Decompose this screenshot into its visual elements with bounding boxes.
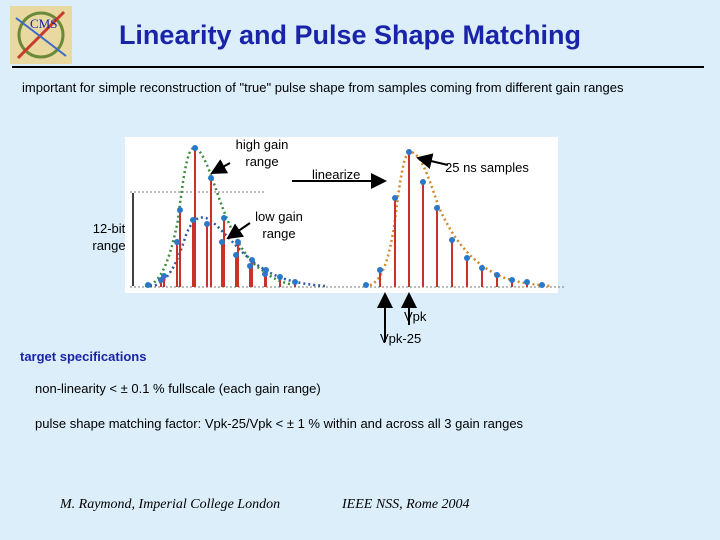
sample-dot xyxy=(434,205,440,211)
sample-dot xyxy=(420,179,426,185)
sample-dot xyxy=(449,237,455,243)
sample-dot xyxy=(174,239,180,245)
specs-title: target specifications xyxy=(20,349,147,364)
cms-logo: CMS xyxy=(10,6,72,64)
sample-dot xyxy=(219,239,225,245)
sample-dot xyxy=(509,277,515,283)
linearize-label: linearize xyxy=(312,167,360,182)
sample-dot xyxy=(247,263,253,269)
sample-dot xyxy=(262,271,268,277)
high-gain-label-line2: range xyxy=(245,154,278,169)
low-gain-label-line2: range xyxy=(262,226,295,241)
sample-dot xyxy=(204,221,210,227)
low-gain-arrow xyxy=(226,222,251,240)
vpk-label: Vpk xyxy=(404,309,427,324)
sample-dot xyxy=(277,274,283,280)
footer-author: M. Raymond, Imperial College London xyxy=(60,497,281,512)
bit-range-label-line1: 12-bit xyxy=(93,221,126,236)
sample-dot xyxy=(208,175,214,181)
sample-dot xyxy=(145,282,151,288)
sample-dot xyxy=(190,217,196,223)
low-gain-label-line1: low gain xyxy=(255,209,303,224)
sample-markers xyxy=(145,145,545,288)
sample-dot xyxy=(539,282,545,288)
high-gain-curve xyxy=(144,146,291,288)
high-gain-label-line1: high gain xyxy=(236,137,289,152)
sample-dot xyxy=(363,282,369,288)
samples-label: 25 ns samples xyxy=(445,160,529,175)
sample-dot xyxy=(233,252,239,258)
sample-dot xyxy=(464,255,470,261)
title-divider xyxy=(12,66,704,68)
sample-dot xyxy=(177,207,183,213)
sample-dot xyxy=(377,267,383,273)
footer-conference: IEEE NSS, Rome 2004 xyxy=(342,497,470,512)
sample-dot xyxy=(192,145,198,151)
spec-nonlinearity: non-linearity < ± 0.1 % fullscale (each … xyxy=(35,381,321,396)
page-subtitle: important for simple reconstruction of "… xyxy=(22,80,624,95)
sample-dot xyxy=(406,149,412,155)
samples-arrow xyxy=(416,153,449,169)
sample-dot xyxy=(249,257,255,263)
plot-panel xyxy=(125,137,558,293)
sample-dot xyxy=(235,239,241,245)
page-title: Linearity and Pulse Shape Matching xyxy=(118,20,582,50)
sample-dot xyxy=(479,265,485,271)
spec-pulse-matching: pulse shape matching factor: Vpk-25/Vpk … xyxy=(35,416,524,431)
sample-dot xyxy=(158,277,164,283)
pulse-shape-diagram: high gain range low gain range 12-bit ra… xyxy=(92,137,565,346)
sample-dot xyxy=(524,279,530,285)
sample-dot xyxy=(221,215,227,221)
high-gain-arrow xyxy=(210,159,231,174)
sample-dot xyxy=(292,279,298,285)
linearized-curve xyxy=(364,150,553,288)
vpk25-label: Vpk-25 xyxy=(380,331,421,346)
logo-text: CMS xyxy=(30,16,57,31)
bit-range-label-line2: range xyxy=(92,238,125,253)
sample-dot xyxy=(494,272,500,278)
sample-dot xyxy=(392,195,398,201)
